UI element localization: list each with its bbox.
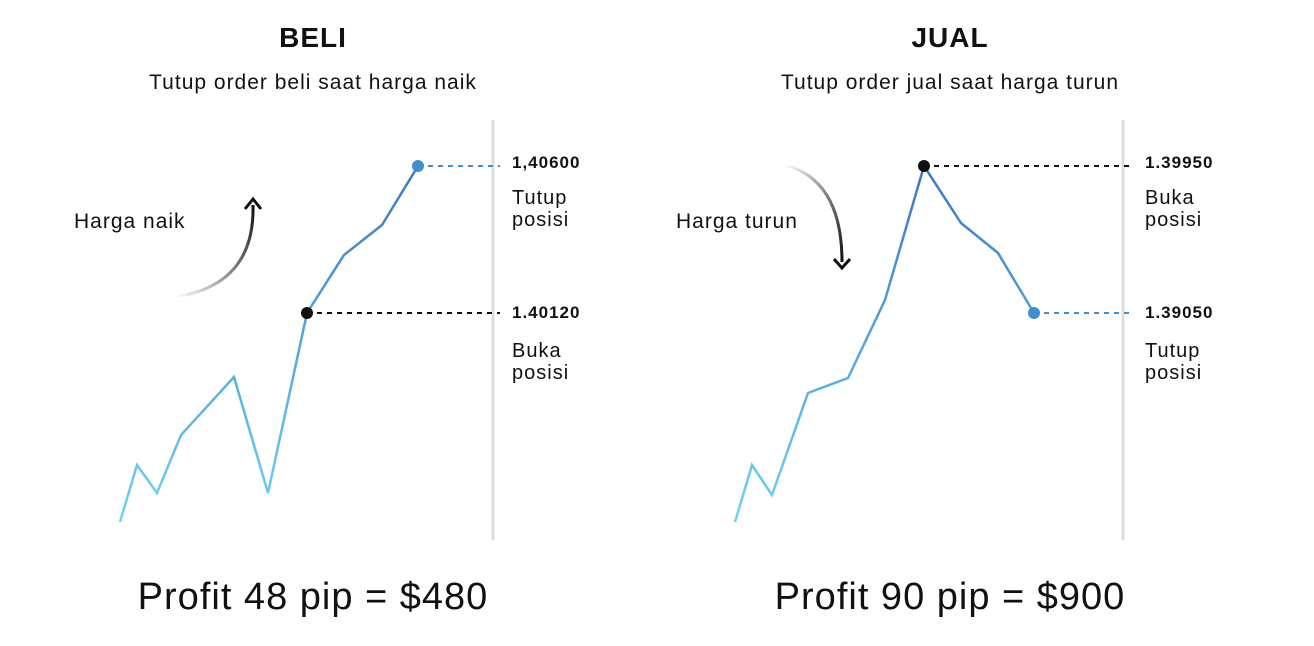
level-label: Tutup posisi: [1145, 340, 1203, 384]
price-line: [733, 163, 1036, 523]
arrow: [784, 163, 844, 263]
panel-subtitle: Tutup order beli saat harga naik: [149, 71, 477, 94]
open-dot: [918, 160, 930, 172]
close-dot: [1028, 307, 1040, 319]
arrow-head: [832, 258, 852, 271]
close-dot: [412, 160, 424, 172]
direction-label: Harga turun: [676, 210, 798, 233]
level-label: Tutup posisi: [512, 187, 570, 231]
profit-text: Profit 90 pip = $900: [774, 576, 1126, 618]
level-label: Buka posisi: [512, 340, 570, 384]
level-label: Buka posisi: [1145, 187, 1203, 231]
price-label: 1.39950: [1145, 153, 1214, 172]
profit-text: Profit 48 pip = $480: [137, 576, 489, 618]
panel-subtitle: Tutup order jual saat harga turun: [780, 71, 1120, 94]
arrow: [174, 204, 255, 299]
price-label: 1,40600: [512, 153, 581, 172]
price-label: 1.40120: [512, 303, 581, 322]
price-line: [118, 165, 420, 523]
direction-label: Harga naik: [74, 210, 186, 233]
price-label: 1.39050: [1145, 303, 1214, 322]
panel-title: JUAL: [911, 22, 989, 53]
open-dot: [301, 307, 313, 319]
panel-title: BELI: [279, 22, 347, 53]
arrow-head: [243, 196, 263, 210]
